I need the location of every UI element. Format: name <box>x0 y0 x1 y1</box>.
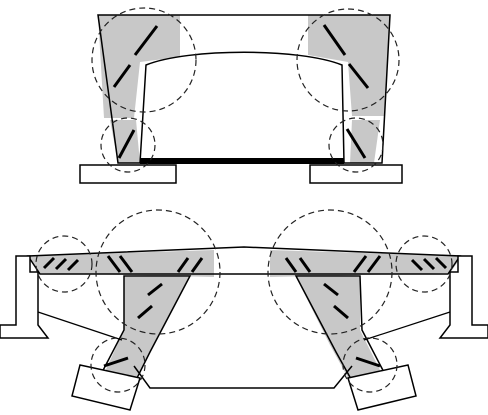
upper-left-shaded-region <box>98 15 180 118</box>
lower-right-leg-shaded-region <box>296 277 384 385</box>
dashed-circle <box>90 337 146 393</box>
strut-mark <box>333 304 349 320</box>
dashed-circle <box>100 117 156 173</box>
lower-slab-right-strut-marks <box>284 255 448 273</box>
upper-left-footing <box>79 164 177 184</box>
strut-mark <box>112 64 132 88</box>
strut-mark <box>345 128 367 159</box>
lower-slab-left-strut-marks <box>42 255 204 273</box>
lower-left-inclined-footing <box>71 364 141 411</box>
dashed-circle <box>342 337 398 393</box>
strut-mark <box>133 25 159 56</box>
strut-mark <box>410 258 424 272</box>
strut-mark <box>322 24 347 56</box>
upper-left-strut-marks <box>112 25 159 159</box>
upper-right-footing <box>309 164 403 184</box>
strut-mark <box>103 356 129 368</box>
lower-right-edge-link <box>363 311 451 341</box>
upper-figure <box>79 7 403 184</box>
dashed-circle <box>328 117 384 173</box>
lower-right-leg-strut-marks <box>323 282 381 368</box>
strut-mark <box>117 129 136 159</box>
dashed-circle <box>395 235 453 293</box>
strut-mark <box>347 63 370 89</box>
strut-mark <box>366 255 382 273</box>
dashed-circle <box>296 8 400 112</box>
strut-mark <box>137 304 153 320</box>
dashed-circle <box>91 7 197 113</box>
lower-top-slab <box>26 246 462 275</box>
strut-mark <box>355 356 381 368</box>
lower-top-left-shaded-region <box>28 250 214 277</box>
strut-mark <box>422 257 436 271</box>
lower-left-edge-link <box>37 311 123 341</box>
strut-mark <box>323 282 339 297</box>
dashed-circle <box>35 235 93 293</box>
dashed-circle <box>95 209 221 335</box>
lower-left-leg-strut-marks <box>103 282 163 368</box>
strut-mark <box>434 256 448 270</box>
strut-mark <box>106 255 122 273</box>
upper-dashed-circles <box>91 7 400 173</box>
strut-mark <box>352 255 368 273</box>
strut-mark <box>284 257 298 273</box>
upper-right-strut-marks <box>322 24 370 159</box>
lower-dashed-circles <box>35 209 453 393</box>
strut-mark <box>42 256 56 270</box>
lower-figure <box>0 209 488 411</box>
lower-bottom-tie <box>133 365 353 389</box>
lower-right-abutment <box>438 255 488 339</box>
lower-top-right-shaded-region <box>270 250 462 277</box>
strut-mark <box>66 258 80 272</box>
upper-right-foot-shaded-region <box>350 120 380 163</box>
lower-left-abutment <box>0 255 50 339</box>
lower-left-leg-shaded-region <box>102 277 190 385</box>
strut-mark <box>176 257 190 273</box>
strut-mark <box>147 282 163 297</box>
strut-mark <box>190 257 204 273</box>
dashed-circle <box>267 209 393 335</box>
strut-mark <box>298 257 312 273</box>
upper-frame-outline <box>97 14 391 164</box>
lower-right-inclined-footing <box>347 364 417 411</box>
strut-mark <box>118 255 134 273</box>
strut-mark <box>54 257 68 271</box>
